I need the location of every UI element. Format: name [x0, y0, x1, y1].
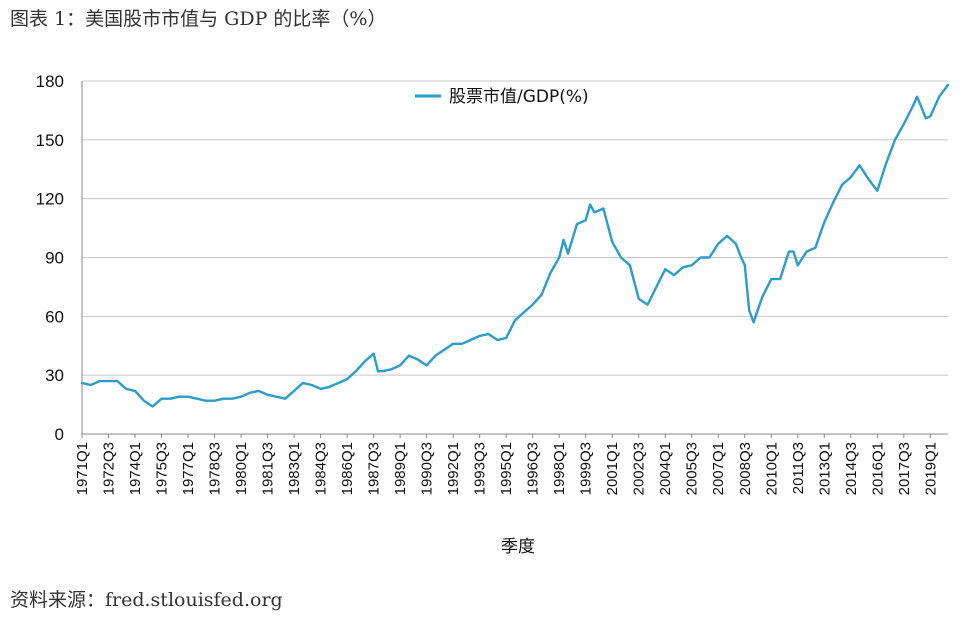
y-tick-labels: 0 30 60 90 120 150 180	[36, 72, 64, 444]
x-tick-label: 1993Q3	[472, 442, 489, 495]
x-tick-label: 1977Q1	[180, 442, 197, 495]
x-tick-label: 2011Q3	[790, 442, 807, 494]
y-tick-label: 120	[36, 190, 64, 209]
x-tick-label: 2013Q1	[816, 442, 833, 495]
x-axis-title: 季度	[501, 537, 535, 557]
x-tick-label: 2002Q3	[631, 442, 648, 495]
x-tick-label: 1989Q1	[392, 442, 409, 495]
source-note: 资料来源：fred.stlouisfed.org	[10, 589, 283, 611]
x-tick-label: 2004Q1	[657, 442, 674, 495]
x-tick-label: 1980Q1	[233, 442, 250, 495]
x-tick-labels: 1971Q1 1972Q3 1974Q1 1975Q3 1977Q1 1978Q3 1980…	[74, 442, 939, 495]
y-tick-label: 0	[55, 425, 64, 444]
legend: 股票市值/GDP(%)	[415, 87, 589, 107]
x-tick-label: 1975Q3	[154, 442, 171, 495]
series-lines	[80, 83, 950, 408]
x-tick-label: 1998Q1	[551, 442, 568, 495]
x-tick-label: 1986Q1	[339, 442, 356, 495]
x-tick-label: 2001Q1	[604, 442, 621, 495]
x-tick-label: 2014Q3	[843, 442, 860, 495]
x-tick-label: 1987Q3	[366, 442, 383, 495]
x-tick-label: 2005Q3	[684, 442, 701, 495]
x-tick-label: 1995Q1	[498, 442, 515, 495]
x-tick-label: 2007Q1	[710, 442, 727, 495]
x-tick-label: 1996Q3	[525, 442, 542, 495]
x-tick-label: 2017Q3	[896, 442, 913, 495]
x-tick-label: 1992Q1	[445, 442, 462, 495]
y-tick-label: 30	[45, 366, 64, 385]
x-tick-label: 1981Q3	[260, 442, 277, 495]
gridlines	[82, 80, 948, 376]
x-tick-label: 1984Q3	[313, 442, 330, 495]
y-tick-label: 60	[45, 307, 64, 326]
x-tick-label: 1972Q3	[101, 442, 118, 495]
axes	[81, 81, 948, 438]
x-tick-label: 2019Q1	[922, 442, 939, 495]
x-tick-label: 2016Q1	[869, 442, 886, 495]
series-line	[80, 83, 950, 408]
y-tick-label: 150	[36, 131, 64, 150]
x-tick-label: 1971Q1	[74, 442, 91, 495]
y-tick-label: 90	[45, 249, 64, 268]
x-tick-label: 1974Q1	[127, 442, 144, 495]
x-tick-label: 2010Q1	[763, 442, 780, 495]
x-tick-label: 1990Q3	[419, 442, 436, 495]
x-tick-label: 1978Q3	[207, 442, 224, 495]
x-tick-label: 1983Q1	[286, 442, 303, 495]
x-tick-label: 1999Q3	[578, 442, 595, 495]
figure-caption: 图表 1：美国股市市值与 GDP 的比率（%）	[10, 8, 387, 30]
y-tick-label: 180	[36, 72, 64, 91]
x-tick-label: 2008Q3	[737, 442, 754, 495]
legend-label: 股票市值/GDP(%)	[449, 87, 589, 107]
